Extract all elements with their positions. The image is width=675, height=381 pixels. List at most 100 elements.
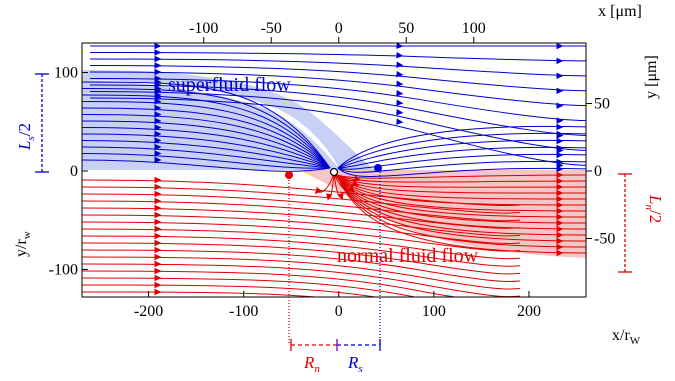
flow-arrow (154, 98, 162, 105)
flow-arrow (396, 80, 404, 87)
superfluid-stagnation-point (374, 164, 382, 172)
flow-arrow (154, 117, 162, 125)
normal-fluid-streamline (82, 179, 521, 207)
flow-arrow (556, 171, 564, 179)
normal-fluid-streamline (82, 193, 521, 222)
normal-fluid-streamline (82, 256, 521, 290)
x-tick-label: 100 (422, 303, 446, 320)
flow-arrow (351, 180, 360, 187)
flow-arrow (154, 150, 162, 157)
superfluid-streamline (82, 114, 331, 169)
normal-fluid-streamline (336, 174, 586, 242)
flow-arrow (154, 246, 162, 254)
flow-arrow (326, 193, 333, 201)
superfluid-shaded-region (82, 70, 375, 170)
flow-arrow (154, 232, 162, 240)
flow-arrow (396, 70, 404, 78)
flow-arrow (556, 137, 564, 145)
superfluid-streamlines (82, 43, 586, 178)
flow-arrow (347, 185, 355, 193)
superfluid-streamline (82, 153, 331, 169)
ln-half-marker (618, 173, 632, 273)
normal-fluid-streamline (82, 228, 521, 260)
flow-arrow (396, 51, 404, 59)
flow-arrow (556, 87, 564, 94)
flow-arrow (396, 90, 404, 97)
superfluid-streamline (82, 140, 331, 169)
normal-fluid-streamline (82, 214, 521, 245)
x-tick-label: -200 (134, 303, 163, 320)
flow-arrow (396, 43, 404, 49)
x-tick-label: -100 (229, 303, 258, 320)
superfluid-streamline (337, 132, 586, 169)
flow-arrow (154, 274, 162, 282)
axis-ticks: -200 -100 0 100 200 100 0 -100 -100 -50 0 50 100 50 0 -… (49, 20, 616, 320)
flow-arrow (556, 177, 564, 185)
flow-arrow (154, 253, 162, 261)
flow-arrow (154, 78, 162, 86)
right-tick-label: -50 (594, 230, 615, 247)
wire-center (329, 167, 339, 177)
superfluid-streamline (337, 125, 586, 169)
flow-arrow (154, 218, 162, 226)
flow-arrow (154, 183, 162, 191)
flow-arrow (556, 151, 564, 159)
flow-arrow (556, 219, 564, 227)
normal-fluid-streamline (82, 277, 520, 297)
normal-fluid-streamline (336, 174, 586, 206)
superfluid-streamline (82, 127, 331, 169)
flow-arrow (154, 239, 162, 247)
y-tick-label: -100 (49, 261, 78, 278)
normal-fluid-streamline (336, 174, 586, 254)
superfluid-flow-label: superfluid flow (168, 74, 291, 96)
normal-fluid-streamline (336, 174, 586, 183)
y-tick-label: 0 (70, 163, 78, 180)
superfluid-streamline (89, 71, 586, 107)
top-axis-title: x [μm] (598, 3, 642, 20)
flow-arrow (556, 243, 564, 251)
superfluid-streamline (337, 167, 586, 178)
flow-arrow (154, 130, 162, 138)
top-tick-label: 100 (462, 20, 486, 37)
normal-fluid-streamline (82, 249, 521, 283)
superfluid-streamline (82, 107, 331, 169)
flow-arrow (556, 183, 564, 191)
superfluid-streamline (82, 88, 331, 169)
flow-arrow (353, 175, 362, 182)
flow-arrow (556, 123, 564, 131)
y-tick-label: 100 (54, 65, 78, 82)
stagnation-points (285, 164, 382, 179)
x-tick-label: 0 (335, 303, 343, 320)
superfluid-streamline (82, 133, 331, 169)
flow-arrow (154, 137, 162, 144)
superfluid-streamline (82, 101, 331, 169)
flow-arrow (556, 130, 564, 138)
right-tick-label: 50 (594, 95, 610, 112)
flow-arrow (154, 197, 162, 205)
normal-fluid-streamline (336, 174, 586, 200)
flow-arrow (154, 281, 162, 289)
rs-label: Rs (347, 353, 363, 375)
ls-half-label: Ls/2 (15, 123, 37, 151)
flow-arrow (396, 99, 404, 106)
flow-arrow (154, 68, 162, 76)
normal-fluid-streamlines (82, 171, 586, 297)
flow-arrow (556, 165, 564, 173)
superfluid-streamline (337, 139, 586, 169)
y-axis-title: y/rw (13, 231, 33, 257)
flow-arrow (556, 225, 564, 233)
flow-arrow (556, 249, 564, 257)
superfluid-streamline (82, 120, 331, 169)
flow-arrow (556, 43, 564, 50)
normal-fluid-streamline (336, 174, 586, 212)
flow-arrow (556, 57, 564, 65)
flow-arrow (154, 91, 162, 99)
flow-arrow (396, 109, 404, 116)
superfluid-streamline (82, 81, 331, 169)
ls-half-marker (35, 73, 49, 173)
flow-arrow (154, 111, 162, 118)
flow-arrow (154, 62, 162, 69)
right-tick-label: 0 (594, 163, 602, 180)
normal-fluid-streamline (82, 242, 521, 275)
normal-fluid-flow-label: normal fluid flow (337, 245, 479, 267)
